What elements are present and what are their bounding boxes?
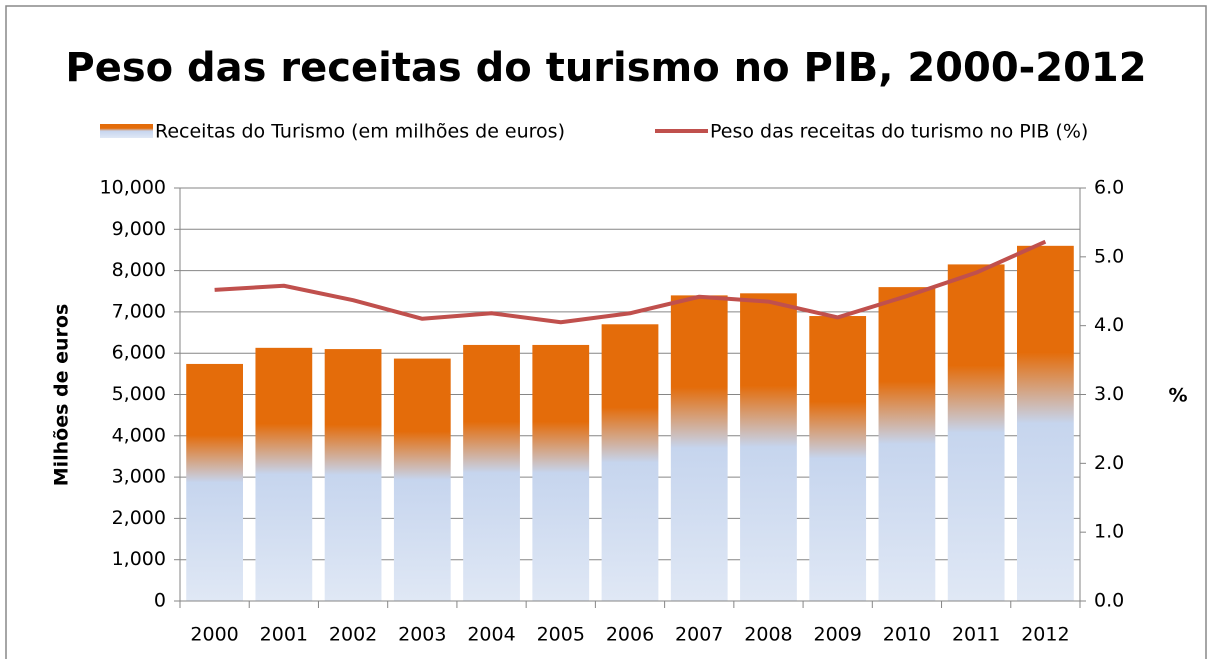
bar [1017,245,1074,601]
x-tick-label: 2010 [883,624,931,646]
x-tick-label: 2011 [952,624,1000,646]
bar [740,293,797,601]
frame [5,5,1207,663]
y2-axis-title: % [1168,385,1187,407]
x-tick-label: 2001 [260,624,308,646]
legend-label: Receitas do Turismo (em milhões de euros… [155,121,565,143]
y-tick-label: 4,000 [112,424,166,446]
x-tick-label: 2009 [814,624,862,646]
y2-tick-label: 4.0 [1094,314,1124,336]
bar [463,344,520,601]
legend-label: Peso das receitas do turismo no PIB (%) [710,121,1088,143]
bar [532,344,590,601]
y-tick-label: 9,000 [112,218,166,240]
y-tick-label: 7,000 [112,300,166,322]
x-tick-label: 2007 [675,624,723,646]
x-tick-label: 2005 [537,624,585,646]
bar [393,358,451,601]
bar [670,295,728,601]
bar [947,264,1005,601]
y-tick-label: 2,000 [112,507,166,529]
y-tick-label: 10,000 [100,177,166,199]
y-tick-label: 8,000 [112,259,166,281]
x-tick-label: 2006 [606,624,654,646]
x-tick-label: 2003 [398,624,446,646]
y-axis-title: Milhões de euros [51,304,73,487]
y-tick-label: 1,000 [112,548,166,570]
x-tick-label: 2000 [190,624,238,646]
y2-tick-label: 2.0 [1094,452,1124,474]
legend-swatch [100,124,153,138]
y2-tick-label: 5.0 [1094,245,1124,267]
y-tick-label: 0 [154,590,166,612]
bar [324,349,382,601]
y2-tick-label: 1.0 [1094,521,1124,543]
y-tick-label: 3,000 [112,466,166,488]
x-tick-label: 2012 [1021,624,1069,646]
bar [255,347,313,601]
x-tick-label: 2004 [467,624,515,646]
bar [878,287,936,601]
y2-tick-label: 6.0 [1094,177,1124,199]
line [214,239,1047,325]
y-tick-label: 6,000 [112,342,166,364]
x-tick-label: 2008 [744,624,792,646]
y2-tick-label: 3.0 [1094,383,1124,405]
y-tick-label: 5,000 [112,383,166,405]
chart-title: Peso das receitas do turismo no PIB, 200… [65,45,1146,91]
bar [809,316,867,601]
bar [601,324,659,601]
x-tick-label: 2002 [329,624,377,646]
bar [186,363,243,601]
y2-tick-label: 0.0 [1094,590,1124,612]
